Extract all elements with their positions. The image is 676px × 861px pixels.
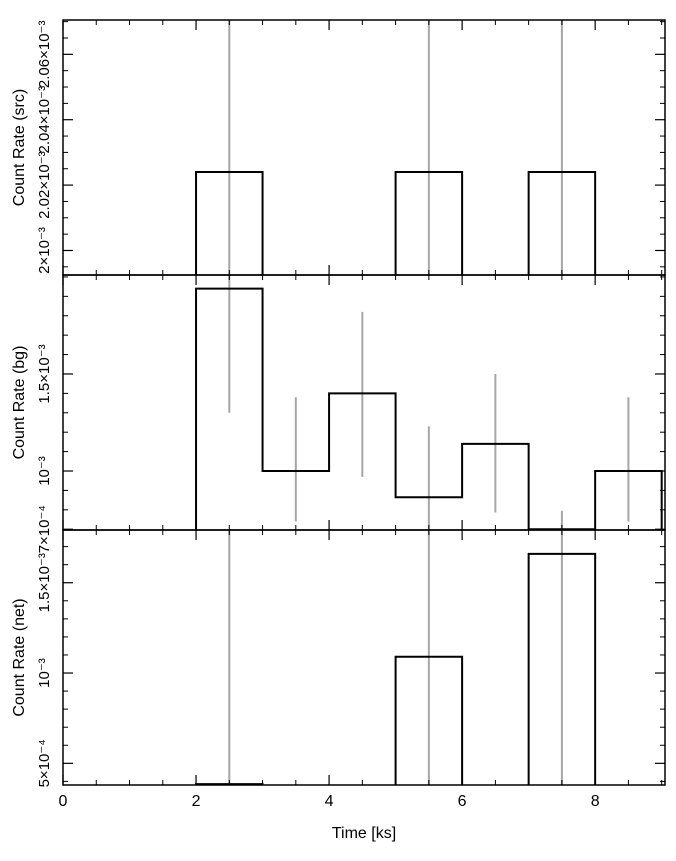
xtick-label-4: 8 xyxy=(591,793,600,810)
xtick-label-2: 4 xyxy=(325,793,334,810)
yticks-src: 2×10⁻³ 2.02×10⁻³2.04×10⁻³2.06×10⁻³ xyxy=(36,21,665,274)
ytick-label-net-0: 5×10⁻⁴ xyxy=(36,739,53,787)
ytick-label-bg-1: 10⁻³ xyxy=(36,456,53,486)
panel-frames xyxy=(62,19,666,786)
ytick-label-bg-0: 7×10⁻⁴ xyxy=(36,505,53,553)
panel-net: 5×10⁻⁴ 10⁻³ 1.5×10⁻³ Count Rate (net) xyxy=(11,530,665,787)
ytick-label-net-1: 10⁻³ xyxy=(36,658,53,688)
frame-net xyxy=(62,529,666,786)
ytick-label-src-0: 2×10⁻³ xyxy=(36,227,53,274)
xtick-label-0: 0 xyxy=(59,793,68,810)
errorbars-bg xyxy=(228,275,630,530)
ytick-label-src-1: 2.02×10⁻³ xyxy=(36,151,53,219)
histogram-net xyxy=(195,552,597,785)
yticks-net: 5×10⁻⁴ 10⁻³ 1.5×10⁻³ xyxy=(36,546,665,787)
ytick-label-src-2: 2.04×10⁻³ xyxy=(36,86,53,154)
x-axis-label: Time [ks] xyxy=(332,825,396,842)
frame-bg xyxy=(62,274,666,531)
ytick-label-net-2: 1.5×10⁻³ xyxy=(36,553,53,612)
errorbars-src xyxy=(228,20,563,275)
panel-bg: 7×10⁻⁴ 10⁻³ 1.5×10⁻³ Count Rate (bg) xyxy=(11,275,665,553)
xticks: 0 2 4 6 8 xyxy=(59,20,663,810)
panel-src: 2×10⁻³ 2.02×10⁻³2.04×10⁻³2.06×10⁻³ Count … xyxy=(11,20,665,275)
frame-src xyxy=(62,19,666,276)
ylabel-src: Count Rate (src) xyxy=(11,89,28,206)
ylabel-bg: Count Rate (bg) xyxy=(11,346,28,460)
histogram-bg xyxy=(195,287,663,530)
ytick-label-src-3: 2.06×10⁻³ xyxy=(36,21,53,89)
xtick-label-1: 2 xyxy=(192,793,201,810)
yticks-bg: 7×10⁻⁴ 10⁻³ 1.5×10⁻³ xyxy=(36,276,665,553)
ylabel-net: Count Rate (net) xyxy=(11,598,28,716)
ytick-label-bg-2: 1.5×10⁻³ xyxy=(36,344,53,403)
errorbars-net xyxy=(228,530,563,785)
xtick-label-3: 6 xyxy=(458,793,467,810)
